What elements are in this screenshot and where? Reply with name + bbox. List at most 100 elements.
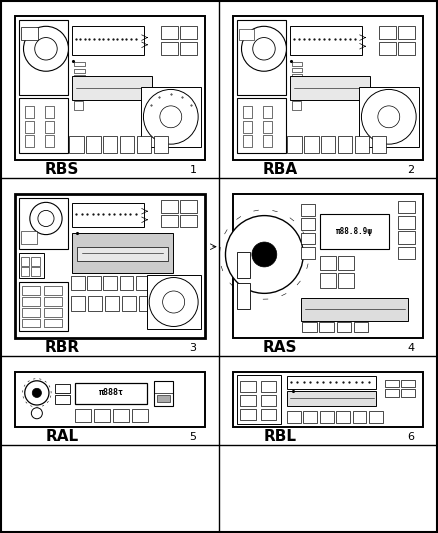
- Bar: [301, 219, 314, 230]
- Bar: [161, 42, 178, 55]
- Bar: [19, 253, 43, 278]
- Bar: [379, 42, 396, 55]
- Bar: [353, 410, 366, 423]
- Bar: [31, 268, 40, 276]
- Bar: [287, 376, 376, 389]
- Bar: [287, 410, 301, 423]
- Bar: [21, 268, 29, 276]
- Bar: [46, 120, 54, 133]
- Bar: [72, 203, 144, 227]
- Circle shape: [24, 26, 68, 71]
- Bar: [19, 98, 68, 153]
- Bar: [120, 276, 133, 290]
- Bar: [180, 200, 198, 213]
- Bar: [74, 101, 84, 110]
- Bar: [401, 379, 415, 387]
- Bar: [301, 247, 314, 259]
- Bar: [45, 319, 62, 327]
- Bar: [264, 135, 272, 147]
- Bar: [46, 135, 54, 147]
- Bar: [385, 389, 399, 397]
- Bar: [292, 68, 302, 72]
- Bar: [359, 87, 419, 147]
- Bar: [19, 198, 68, 249]
- Bar: [301, 233, 314, 245]
- Circle shape: [162, 291, 185, 313]
- Bar: [243, 135, 251, 147]
- Bar: [25, 120, 34, 133]
- Bar: [69, 135, 84, 153]
- Bar: [321, 273, 336, 288]
- Bar: [385, 379, 399, 387]
- Bar: [240, 381, 256, 392]
- Bar: [355, 135, 369, 153]
- Bar: [74, 69, 85, 73]
- Text: RAS: RAS: [263, 341, 297, 356]
- Text: 3: 3: [189, 343, 196, 353]
- Bar: [292, 101, 301, 110]
- Bar: [71, 276, 85, 290]
- Bar: [180, 26, 198, 39]
- Bar: [339, 256, 353, 270]
- Bar: [180, 42, 198, 55]
- Bar: [261, 381, 276, 392]
- Circle shape: [143, 90, 198, 144]
- Bar: [264, 106, 272, 118]
- Bar: [77, 247, 168, 261]
- Text: RBR: RBR: [45, 341, 80, 356]
- Bar: [243, 106, 251, 118]
- Bar: [19, 282, 68, 331]
- Bar: [290, 26, 362, 55]
- Bar: [72, 76, 152, 100]
- Bar: [25, 135, 34, 147]
- Bar: [304, 410, 318, 423]
- Bar: [154, 381, 173, 406]
- Bar: [15, 194, 205, 338]
- Bar: [338, 135, 352, 153]
- Bar: [261, 395, 276, 406]
- Bar: [71, 296, 85, 311]
- Bar: [237, 20, 286, 95]
- Bar: [154, 135, 168, 153]
- Bar: [369, 410, 383, 423]
- Text: 5: 5: [189, 432, 196, 442]
- Bar: [180, 215, 198, 227]
- Text: π88.8.9ψ: π88.8.9ψ: [336, 227, 373, 236]
- Bar: [398, 201, 415, 213]
- Circle shape: [38, 211, 54, 227]
- Bar: [398, 26, 415, 39]
- Bar: [156, 395, 170, 402]
- Bar: [136, 276, 149, 290]
- Bar: [105, 296, 119, 311]
- Bar: [233, 16, 423, 160]
- Bar: [292, 74, 302, 78]
- Bar: [25, 106, 34, 118]
- Bar: [22, 297, 39, 306]
- Circle shape: [160, 106, 182, 128]
- Bar: [240, 409, 256, 421]
- Bar: [74, 75, 85, 79]
- Bar: [74, 62, 85, 67]
- Bar: [287, 135, 302, 153]
- Circle shape: [241, 26, 286, 71]
- Bar: [237, 252, 250, 278]
- Bar: [22, 308, 39, 317]
- Bar: [22, 319, 39, 327]
- Circle shape: [253, 37, 275, 60]
- Bar: [379, 26, 396, 39]
- Bar: [45, 297, 62, 306]
- Bar: [398, 42, 415, 55]
- Bar: [319, 322, 334, 332]
- Bar: [139, 296, 152, 311]
- Bar: [233, 372, 423, 427]
- Bar: [86, 135, 100, 153]
- Bar: [292, 62, 302, 67]
- Bar: [46, 106, 54, 118]
- Bar: [55, 394, 70, 404]
- Bar: [75, 409, 91, 422]
- Bar: [75, 383, 147, 404]
- Bar: [87, 276, 101, 290]
- Text: 2: 2: [407, 165, 414, 175]
- Bar: [304, 135, 318, 153]
- Bar: [321, 135, 336, 153]
